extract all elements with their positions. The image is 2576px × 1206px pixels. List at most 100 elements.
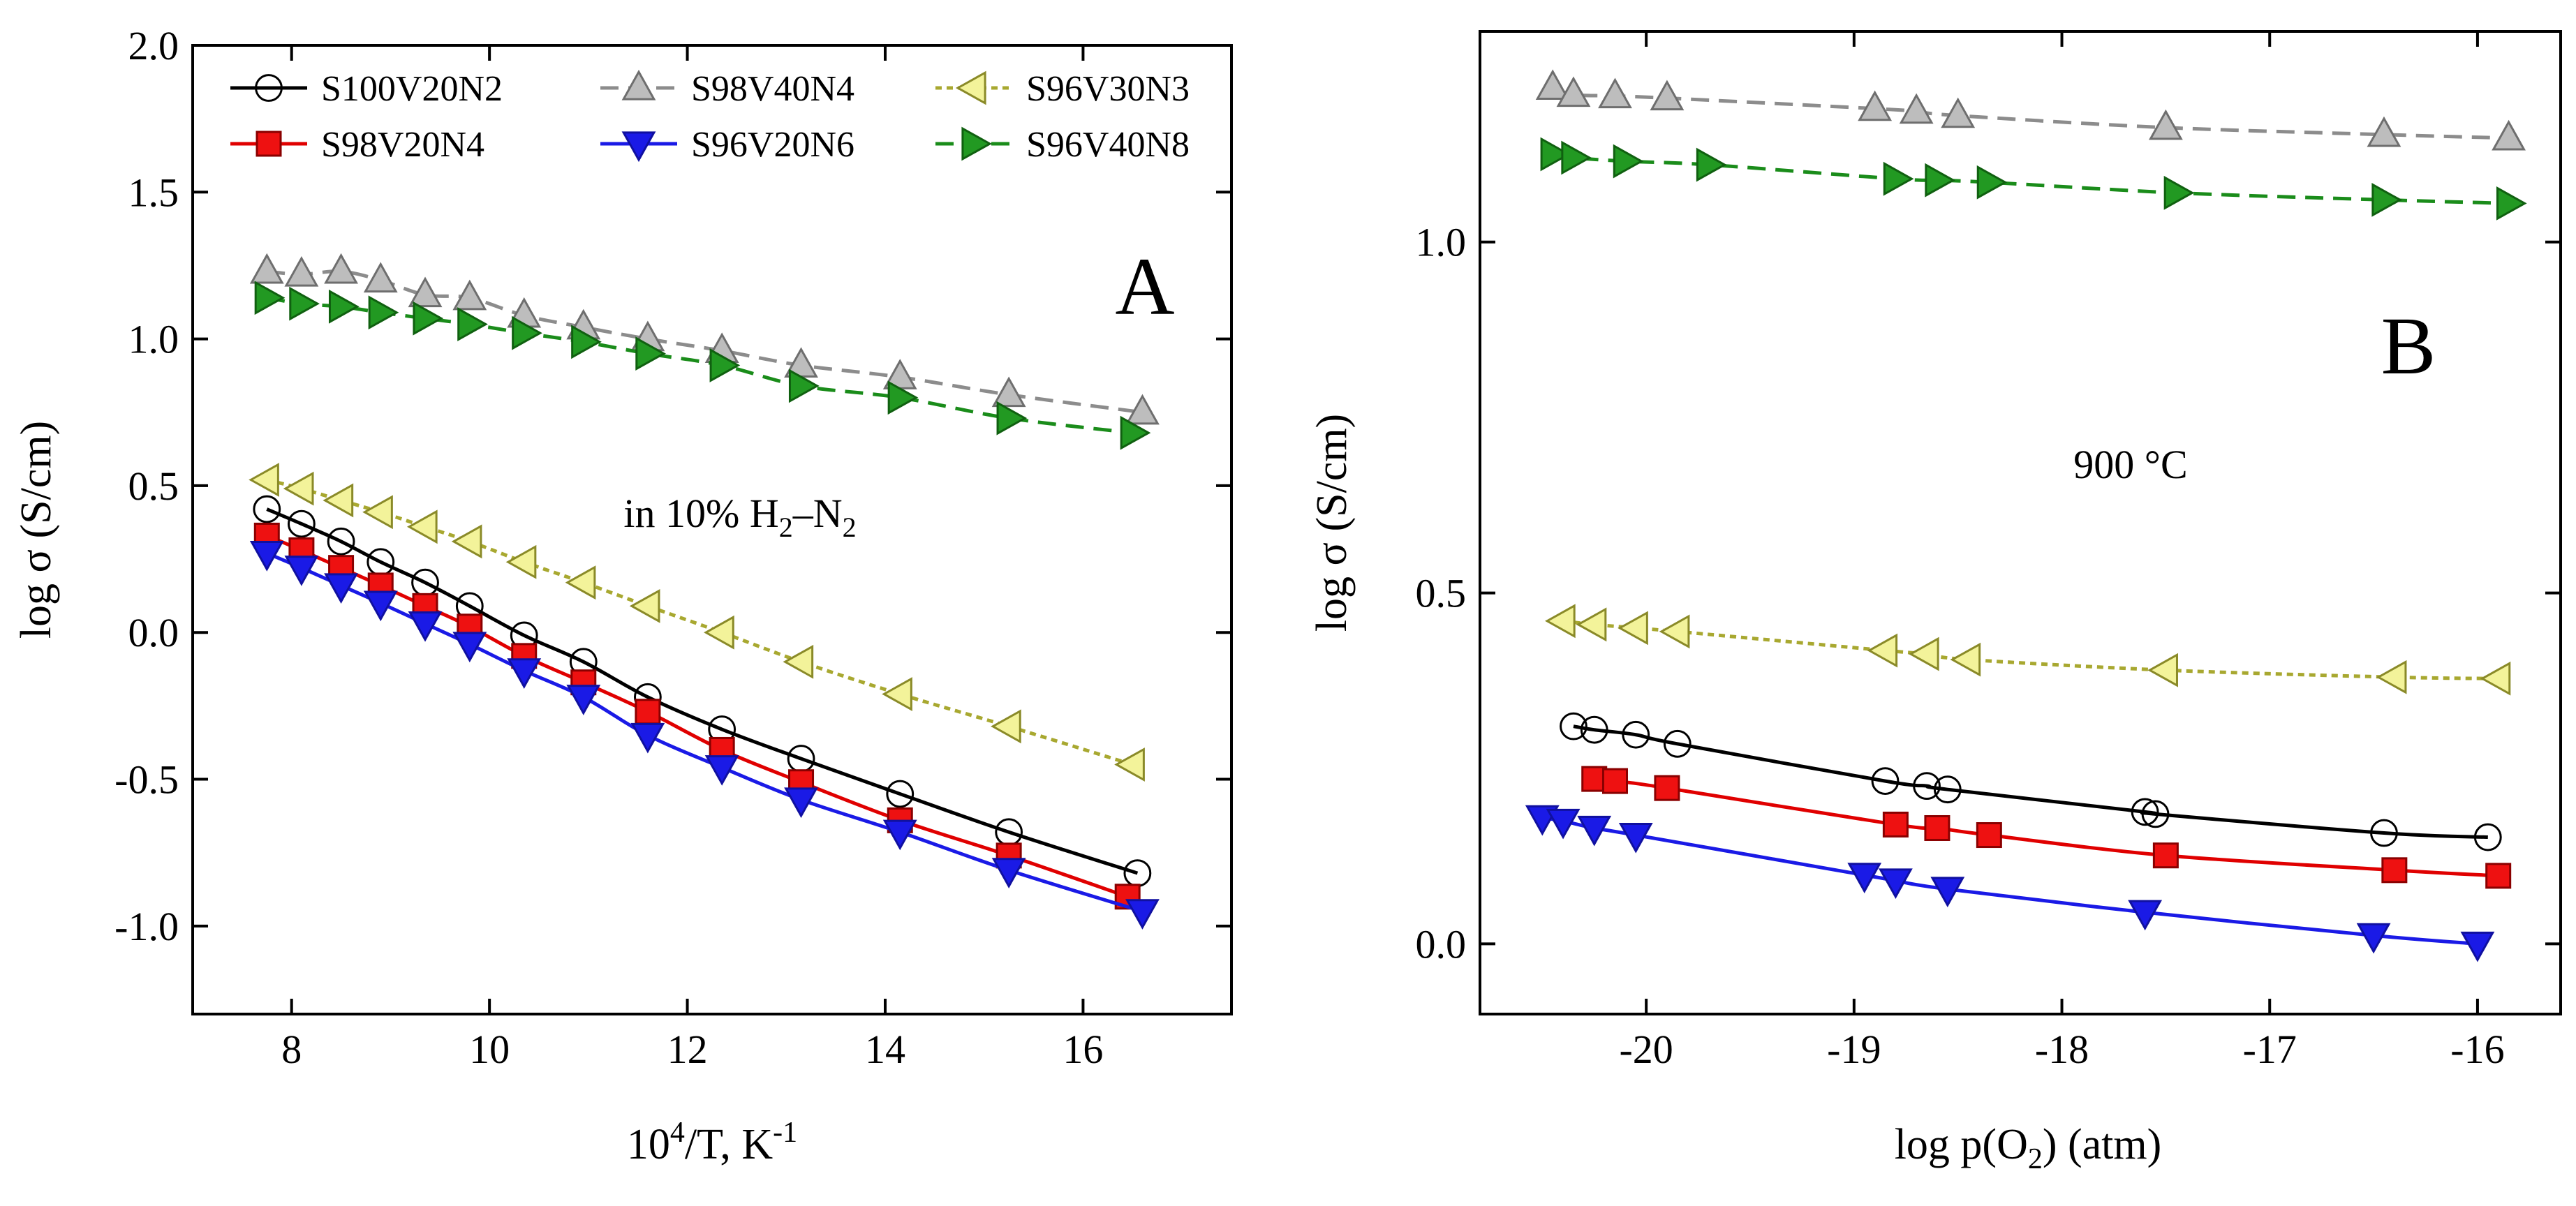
panel-b-point-S98V20N4 [2152,842,2179,869]
panel-a-point-S96V30N3 [882,677,912,711]
panel-b-point-S100V20N2 [1622,720,1650,749]
panel-a-point-S96V30N3 [249,463,279,497]
legend-label-S98V40N4: S98V40N4 [691,69,854,109]
panel-a-point-S96V40N8 [413,301,444,336]
panel-b-point-S96V30N3 [1618,611,1648,646]
panel-a-line-S98V40N4 [267,269,1143,415]
panel-b-xlabel-base: log p(O [1895,1121,2028,1168]
panel-b-point-S98V40N4 [2492,119,2526,151]
panel-a: 8 10 12 14 16 -1.0 -0.5 0.0 0.5 1.0 1.5 2.0 A in 10… [13,23,1233,1168]
legend-label-S96V40N8: S96V40N8 [1026,125,1190,165]
panel-b-line-S98V40N4 [1552,86,2509,140]
panel-b-point-S96V40N8 [1696,147,1727,182]
panel-a-point-S96V40N8 [512,315,542,350]
legend-item-S96V20N6: S96V20N6 [600,125,854,165]
panel-a-point-S96V30N3 [283,471,314,506]
panel-a-series-S96V30N3 [249,463,1145,782]
panel-a-point-S100V20N2 [327,527,355,556]
panel-a-point-S96V40N8 [328,289,360,324]
panel-a-point-S96V20N6 [249,541,284,572]
legend-label-S100V20N2: S100V20N2 [321,69,503,109]
panel-b-series-S96V30N3 [1545,604,2511,696]
panel-a-series-S96V20N6 [249,541,1160,930]
panel-a-point-S96V40N8 [254,281,286,315]
panel-b-xlabel-rest: ) (atm) [2043,1121,2161,1168]
panel-b-point-S100V20N2 [1871,767,1900,796]
panel-a-point-S96V30N3 [362,495,393,530]
panel-a-x-tick-label: 14 [865,1027,905,1072]
panel-b-point-S98V20N4 [1602,768,1628,794]
panel-a-frame [191,44,1233,1015]
panel-a-x-tick-label: 16 [1063,1027,1103,1072]
panel-a-x-tick-label: 10 [469,1027,510,1072]
panel-a-xlabel-base: 10 [627,1121,670,1168]
panel-b-point-S100V20N2 [2370,819,2398,847]
panel-a-xlabel-sup2: -1 [773,1117,797,1149]
panel-b-x-tick-label: -20 [1619,1027,1673,1072]
panel-b-point-S96V40N8 [1613,144,1644,179]
panel-a-x-axis-title: 104/T, K-1 [627,1117,797,1168]
panel-b-point-S98V20N4 [2381,857,2408,884]
panel-a-y-tick-label: 1.5 [128,170,179,215]
panel-a-point-S100V20N2 [253,495,281,523]
panel-b-point-S98V40N4 [2367,116,2401,147]
panel-b-annotation: 900 °C [2073,442,2187,487]
panel-b-point-S100V20N2 [1560,712,1587,740]
panel-b-point-S98V40N4 [2148,109,2183,140]
panel-b-point-S98V40N4 [1858,90,1893,121]
panel-a-point-S96V40N8 [996,401,1028,436]
panel-b-point-S96V20N6 [1930,877,1965,908]
panel-a-y-tick-label: -0.5 [114,757,179,803]
panel-b-point-S98V40N4 [1650,80,1685,111]
panel-a-point-S96V30N3 [451,524,482,559]
panel-b-point-S96V40N8 [2163,175,2195,210]
panel-b-y-tick-label: 1.0 [1416,220,1467,265]
panel-a-line-S96V30N3 [266,478,1134,766]
panel-b-line-S100V20N2 [1573,724,2488,840]
panel-a-y-tick-label: 0.5 [128,463,179,509]
legend: S100V20N2 S98V20N4 S98V40N4 S96V20N6 S96V30N… [230,69,1190,165]
panel-a-point-S96V30N3 [704,615,734,650]
panel-a-series-S98V40N4 [249,253,1160,425]
panel-b-xlabel-sub: 2 [2028,1143,2043,1175]
panel-a-point-S98V20N4 [635,699,661,725]
panel-b-line-S96V30N3 [1562,619,2499,680]
panel-b-series-S98V40N4 [1535,69,2526,151]
panel-b-point-S96V20N6 [1546,808,1581,840]
legend-item-S96V30N3: S96V30N3 [935,69,1190,109]
panel-b-point-S98V20N4 [1654,775,1680,801]
panel-b-x-tick-label: -16 [2450,1027,2504,1072]
panel-a-y-tick-label: 0.0 [128,610,179,655]
panel-b-point-S100V20N2 [1933,775,1962,804]
panel-b-series-S100V20N2 [1560,712,2502,851]
panel-b-point-S96V20N6 [1618,822,1653,854]
panel-b-point-S96V40N8 [1976,165,2008,200]
panel-a-line-S96V40N8 [266,296,1133,435]
panel-b-point-S96V40N8 [2496,186,2527,221]
panel-a-series-S96V40N8 [254,281,1151,450]
panel-a-point-S98V40N4 [408,276,443,308]
legend-marker-S96V40N8 [961,126,993,161]
panel-b-x-axis-title: log p(O2) (atm) [1895,1121,2162,1175]
panel-a-point-S96V20N6 [704,755,739,786]
panel-b-point-S96V20N6 [1878,868,1913,899]
panel-a-point-S96V20N6 [452,632,487,663]
panel-b-point-S96V30N3 [2147,653,2178,687]
panel-a-point-S96V40N8 [368,295,399,330]
panel-b-point-S96V30N3 [2376,660,2407,694]
panel-b-point-S98V40N4 [1899,93,1934,124]
panel-a-annotation-text: in 10% H [623,491,778,536]
panel-a-series-S98V20N4 [253,522,1141,910]
panel-b-x-tick-label: -18 [2035,1027,2089,1072]
panel-a-point-S96V20N6 [363,590,398,622]
panel-b-point-S98V20N4 [1882,811,1909,838]
panel-a-point-S98V40N4 [324,253,358,284]
panel-a-point-S98V40N4 [1125,394,1160,425]
panel-a-point-S98V40N4 [284,255,319,287]
legend-marker-S96V20N6 [621,131,656,163]
panel-a-point-S96V40N8 [887,380,919,415]
panel-b-frame [1479,30,2562,1015]
panel-b-point-S96V30N3 [2480,661,2511,696]
panel-a-point-S98V40N4 [452,279,487,311]
